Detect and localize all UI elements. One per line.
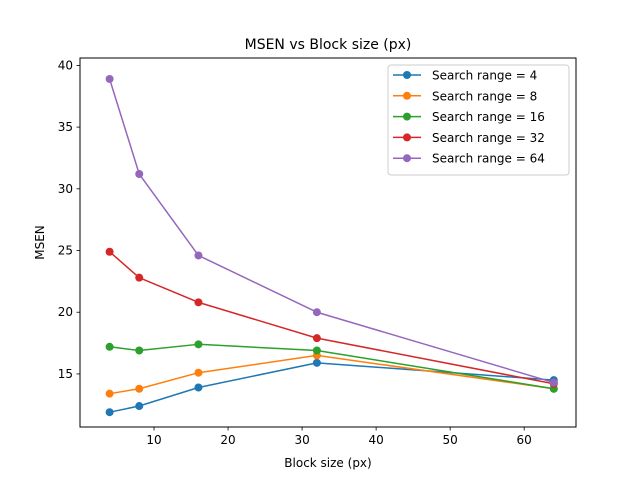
legend-marker	[403, 133, 411, 142]
x-tick-label: 10	[146, 433, 161, 447]
legend-marker	[403, 154, 411, 163]
legend-entry: Search range = 8	[393, 89, 537, 103]
series-3	[105, 340, 558, 393]
x-tick-label: 30	[294, 433, 309, 447]
y-tick-label: 30	[58, 182, 73, 196]
data-point	[105, 247, 114, 256]
data-point	[194, 340, 203, 349]
data-point	[105, 408, 114, 417]
legend-frame	[387, 64, 570, 176]
data-point	[135, 384, 144, 393]
data-point	[194, 383, 203, 392]
x-axis-label: Block size (px)	[284, 456, 371, 470]
data-point	[312, 334, 321, 343]
data-point	[194, 368, 203, 377]
plot-area	[79, 57, 577, 428]
series-5	[105, 74, 558, 387]
legend-entry: Search range = 32	[393, 131, 545, 145]
data-point	[105, 74, 114, 83]
legend-label: Search range = 32	[432, 131, 545, 145]
legend-entry: Search range = 16	[393, 110, 545, 124]
data-point	[135, 346, 144, 355]
legend: Search range = 4 Search range = 8 Search r…	[387, 64, 570, 176]
data-point	[105, 389, 114, 398]
data-point	[312, 346, 321, 355]
series-layer	[105, 74, 558, 417]
y-axis-label: MSEN	[33, 225, 47, 260]
legend-label: Search range = 4	[432, 69, 537, 83]
legend-label: Search range = 64	[432, 152, 545, 166]
y-tick-label: 20	[58, 305, 73, 319]
legend-marker	[403, 112, 411, 121]
y-tick-label: 40	[58, 58, 73, 72]
x-tick-label: 50	[443, 433, 458, 447]
legend-marker	[403, 71, 411, 79]
x-tick-label: 40	[368, 433, 383, 447]
legend-marker	[403, 91, 411, 100]
y-tick-label: 35	[58, 120, 73, 134]
y-axis: 15 20 25 30 35 40	[58, 58, 80, 381]
legend-label: Search range = 8	[432, 89, 537, 103]
data-point	[194, 298, 203, 307]
data-point	[135, 170, 144, 179]
legend-entry: Search range = 64	[393, 152, 545, 166]
data-point	[135, 273, 144, 282]
data-point	[135, 402, 144, 411]
legend-label: Search range = 16	[432, 110, 545, 124]
y-tick-label: 15	[58, 367, 73, 381]
data-point	[194, 251, 203, 260]
x-tick-label: 60	[517, 433, 532, 447]
data-point	[549, 378, 558, 387]
legend-entry: Search range = 4	[393, 69, 537, 83]
x-axis: 10 20 30 40 50 60	[146, 427, 532, 447]
data-point	[312, 358, 321, 367]
x-tick-label: 20	[220, 433, 235, 447]
chart-title: MSEN vs Block size (px)	[245, 37, 412, 53]
data-point	[312, 308, 321, 317]
data-point	[105, 342, 114, 351]
y-tick-label: 25	[58, 244, 73, 258]
